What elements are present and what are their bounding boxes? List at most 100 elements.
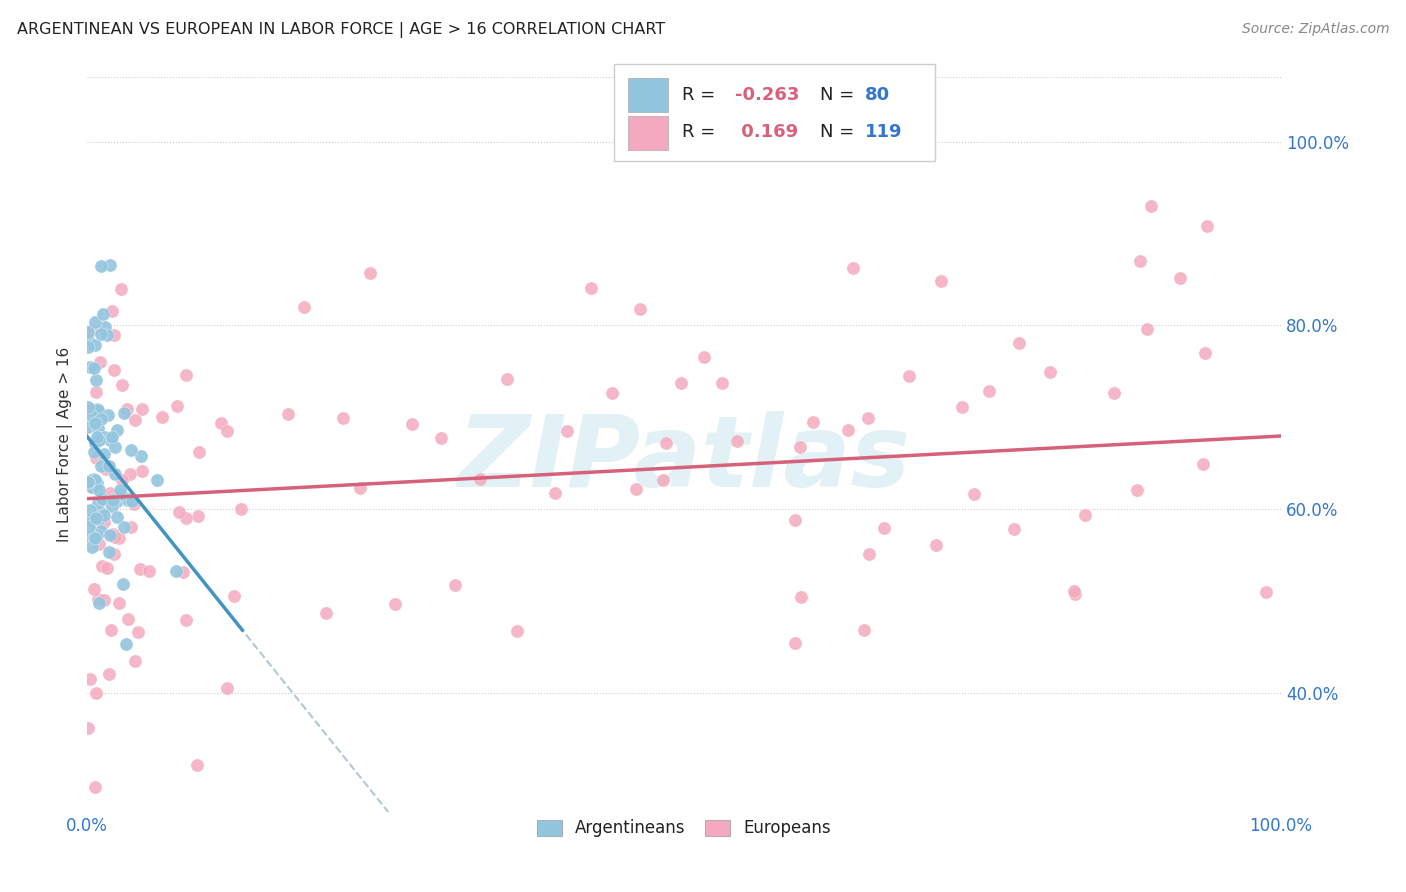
Point [111, 474, 134, 488]
Point [124, 654, 146, 668]
Point [174, 368, 197, 382]
Point [626, 482, 648, 496]
Point [93, 430, 115, 444]
Point [100, 258, 122, 272]
Point [128, 562, 150, 576]
Point [858, 548, 880, 562]
Point [292, 300, 315, 314]
Point [166, 400, 188, 414]
Point [103, 327, 125, 342]
Point [105, 510, 128, 524]
Point [111, 577, 134, 591]
Point [929, 274, 952, 288]
Point [122, 496, 145, 510]
Point [401, 417, 423, 431]
Point [349, 481, 371, 495]
Point [76, 475, 98, 489]
Point [83, 360, 105, 375]
Point [873, 521, 896, 535]
Point [693, 350, 716, 364]
Point [108, 596, 131, 610]
Point [83, 582, 105, 596]
Point [172, 565, 194, 579]
Point [108, 531, 131, 545]
Point [84, 780, 107, 794]
Point [963, 486, 986, 500]
Text: Source: ZipAtlas.com: Source: ZipAtlas.com [1241, 22, 1389, 37]
Point [87, 596, 110, 610]
Point [86, 430, 108, 444]
Point [120, 442, 142, 457]
Point [110, 487, 132, 501]
Point [124, 412, 146, 426]
Point [858, 411, 880, 425]
Point [87, 496, 110, 510]
Point [77, 334, 100, 348]
Point [98, 434, 121, 448]
Point [315, 606, 337, 620]
Point [91, 558, 114, 573]
Text: R =: R = [682, 123, 721, 142]
Point [100, 430, 122, 444]
Point [1256, 585, 1278, 599]
Point [655, 435, 678, 450]
Point [105, 494, 128, 508]
Point [97, 459, 120, 474]
Point [90, 492, 112, 507]
Text: ZIPatlas: ZIPatlas [457, 411, 911, 508]
Point [837, 424, 859, 438]
Point [76, 420, 98, 434]
Point [783, 513, 806, 527]
Point [86, 528, 108, 542]
Point [131, 401, 153, 416]
Point [104, 467, 127, 482]
Point [120, 520, 142, 534]
Point [1039, 365, 1062, 379]
Point [105, 424, 128, 438]
Point [86, 402, 108, 417]
Point [1192, 457, 1215, 471]
Point [80, 513, 103, 527]
Point [115, 402, 138, 417]
Text: 119: 119 [865, 123, 903, 142]
Point [898, 369, 921, 384]
Point [98, 527, 121, 541]
Point [229, 501, 252, 516]
Point [669, 376, 692, 391]
Point [950, 400, 973, 414]
Legend: Argentineans, Europeans: Argentineans, Europeans [530, 813, 838, 844]
Point [90, 524, 112, 538]
Point [76, 340, 98, 354]
Point [112, 406, 135, 420]
Point [84, 532, 107, 546]
Point [129, 449, 152, 463]
Point [83, 338, 105, 352]
Point [100, 304, 122, 318]
Point [86, 521, 108, 535]
Point [215, 425, 238, 439]
Point [652, 473, 675, 487]
Point [77, 400, 100, 414]
Point [783, 636, 806, 650]
Point [1008, 336, 1031, 351]
Point [121, 493, 143, 508]
Y-axis label: In Labor Force | Age > 16: In Labor Force | Age > 16 [58, 347, 73, 542]
Point [1063, 584, 1085, 599]
Point [83, 315, 105, 329]
Point [86, 476, 108, 491]
Point [93, 593, 115, 607]
Point [87, 402, 110, 417]
Point [842, 261, 865, 276]
Point [496, 372, 519, 386]
Point [1139, 199, 1161, 213]
Point [79, 673, 101, 687]
Point [83, 472, 105, 486]
Point [277, 408, 299, 422]
Point [76, 475, 98, 489]
Point [165, 564, 187, 578]
Point [98, 493, 121, 508]
Point [80, 323, 103, 337]
Point [76, 721, 98, 735]
Point [112, 520, 135, 534]
Point [76, 325, 98, 339]
